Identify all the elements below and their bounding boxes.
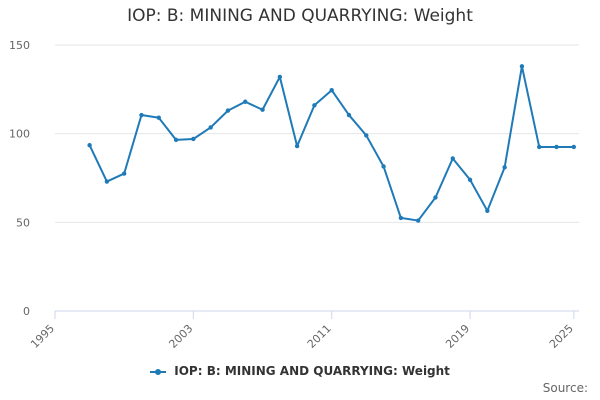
- chart-title: IOP: B: MINING AND QUARRYING: Weight: [127, 6, 473, 26]
- source-label: Source:: [542, 381, 588, 395]
- data-point: [554, 144, 559, 150]
- data-point: [87, 142, 92, 148]
- data-point: [139, 112, 144, 118]
- data-point: [415, 218, 421, 223]
- data-point: [381, 164, 386, 169]
- data-point: [450, 156, 455, 161]
- y-tick-label: 100: [9, 128, 30, 141]
- data-point: [519, 64, 525, 69]
- legend-item-label: IOP: B: MINING AND QUARRYING: Weight: [174, 364, 450, 378]
- x-tick-label: 1995: [28, 322, 57, 351]
- x-tick-label: 2019: [443, 322, 472, 351]
- legend-line-marker-icon: [150, 368, 167, 375]
- x-tick-label: 2003: [166, 322, 195, 351]
- data-point: [502, 165, 507, 170]
- data-point: [121, 171, 127, 176]
- data-point: [104, 179, 110, 184]
- data-point: [346, 112, 352, 118]
- data-point: [294, 143, 300, 149]
- data-point: [485, 208, 490, 214]
- data-point: [537, 144, 542, 150]
- y-tick-label: 0: [23, 305, 30, 318]
- data-point: [173, 137, 179, 143]
- data-point: [260, 107, 265, 112]
- data-point: [208, 125, 213, 130]
- grid-layer: [55, 44, 579, 223]
- data-point: [156, 115, 161, 120]
- legend[interactable]: IOP: B: MINING AND QUARRYING: Weight: [0, 364, 600, 378]
- data-point: [191, 136, 196, 142]
- data-point: [243, 99, 248, 104]
- data-point: [225, 108, 231, 113]
- y-tick-label: 150: [9, 39, 30, 52]
- x-tick-label: 2025: [547, 322, 576, 351]
- data-point: [312, 103, 317, 108]
- data-point: [467, 177, 473, 182]
- y-tick-label: 50: [16, 216, 30, 229]
- data-point: [433, 195, 438, 200]
- series-layer: [87, 64, 577, 223]
- data-point: [364, 133, 369, 138]
- data-point: [571, 144, 577, 150]
- data-point: [329, 88, 334, 93]
- data-point: [277, 74, 283, 80]
- data-point: [398, 215, 404, 221]
- x-tick-label: 2011: [305, 322, 334, 351]
